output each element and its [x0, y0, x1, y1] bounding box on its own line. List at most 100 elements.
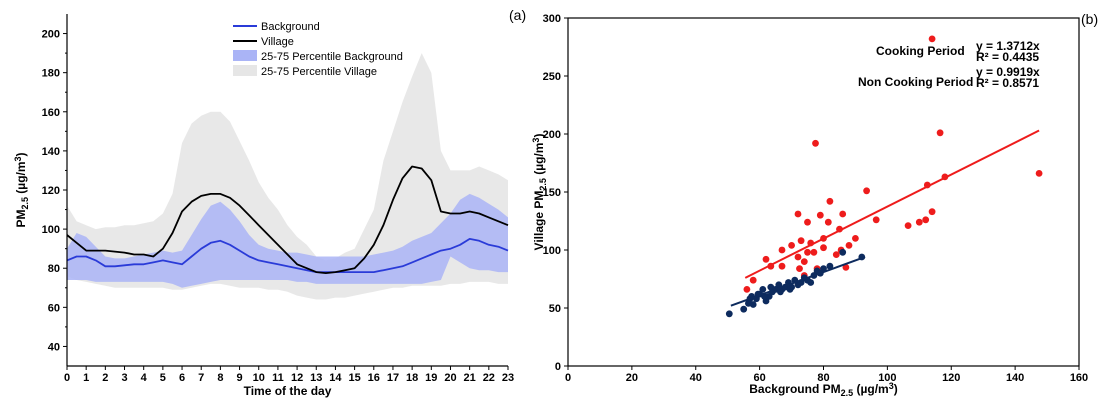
- scatter-point-noncooking: [749, 301, 757, 308]
- scatter-point-cooking: [778, 246, 786, 254]
- x-tick-label-a: 23: [502, 372, 514, 384]
- band-village: [67, 53, 508, 300]
- y-tick-label-a: 80: [48, 263, 60, 275]
- panel-label-b: (b): [1081, 11, 1098, 27]
- x-axis-title-b: Background PM2.5 (µg/m3): [749, 381, 897, 398]
- scatter-point-noncooking: [725, 310, 733, 318]
- scatter-point-noncooking: [759, 286, 767, 293]
- band-background: [67, 193, 508, 288]
- scatter-point-cooking: [797, 237, 805, 245]
- x-tick-label-a: 18: [406, 372, 418, 384]
- x-tick-label-a: 9: [237, 372, 243, 384]
- y-tick-label-a: 140: [42, 146, 60, 158]
- y-tick-label-b: 150: [543, 187, 561, 199]
- x-tick-label-a: 14: [329, 372, 342, 384]
- scatter-point-cooking: [845, 242, 853, 249]
- legend-label-a: 25-75 Percentile Background: [261, 51, 403, 63]
- scatter-point-cooking: [749, 276, 757, 284]
- scatter-point-cooking: [1035, 170, 1043, 177]
- x-tick-label-b: 60: [754, 372, 766, 384]
- scatter-point-noncooking: [839, 248, 847, 256]
- y-axis-title-a: PM2.5 (µg/m3): [13, 152, 30, 227]
- scatter-point-cooking: [810, 248, 818, 256]
- y-tick-label-a: 60: [48, 302, 60, 314]
- scatter-point-cooking: [928, 35, 936, 43]
- scatter-point-cooking: [936, 129, 944, 137]
- scatter-point-cooking: [852, 235, 859, 242]
- x-tick-label-a: 13: [310, 372, 322, 384]
- series-line-village: [66, 165, 509, 274]
- x-tick-label-a: 5: [160, 372, 166, 384]
- x-tick-label-a: 10: [253, 372, 265, 384]
- legend-label-a: Background: [261, 21, 320, 33]
- scatter-point-cooking: [794, 253, 802, 261]
- annotation-noncooking-equation: y = 0.9919x: [976, 65, 1040, 79]
- x-tick-label-a: 8: [217, 372, 223, 384]
- y-axis-title-b-part-2: (µg/m: [532, 143, 546, 179]
- scatter-point-cooking: [794, 210, 802, 218]
- x-tick-label-a: 20: [444, 372, 456, 384]
- x-tick-label-a: 3: [121, 372, 127, 384]
- x-tick-label-a: 21: [464, 372, 476, 384]
- y-axis-title-a-part-0: PM: [14, 210, 28, 228]
- x-tick-label-a: 16: [368, 372, 380, 384]
- scatter-point-cooking: [904, 222, 912, 230]
- y-tick-label-b: 250: [543, 71, 561, 83]
- y-axis-title-a-part-4: ): [14, 152, 28, 156]
- scatter-point-cooking: [872, 216, 880, 224]
- x-axis-title-b-part-0: Background PM: [749, 382, 840, 396]
- x-tick-label-a: 12: [291, 372, 303, 384]
- scatter-point-cooking: [812, 139, 819, 147]
- y-tick-label-b: 0: [555, 361, 561, 373]
- annotation-cooking-equation: y = 1.3712x: [976, 39, 1040, 53]
- y-axis-title-b-part-0: Village PM: [532, 191, 546, 251]
- scatter-point-cooking: [915, 218, 923, 226]
- x-tick-label-a: 4: [141, 372, 148, 384]
- scatter-point-cooking: [928, 208, 936, 216]
- x-tick-label-a: 2: [102, 372, 108, 384]
- y-axis-title-b-part-1: 2.5: [538, 178, 548, 191]
- scatter-point-noncooking: [826, 262, 834, 270]
- scatter-point-cooking: [778, 262, 786, 270]
- y-tick-label-a: 100: [42, 224, 60, 236]
- x-tick-label-a: 11: [272, 372, 284, 384]
- trend-line-noncooking: [730, 256, 866, 307]
- x-tick-label-a: 1: [83, 372, 89, 384]
- scatter-point-cooking: [800, 258, 808, 265]
- x-tick-label-b: 80: [817, 372, 829, 384]
- annotation-noncooking-r2: R² = 0.8571: [976, 76, 1039, 90]
- y-axis-title-a-part-3: 3: [13, 156, 23, 161]
- x-tick-label-a: 15: [348, 372, 360, 384]
- scatter-point-cooking: [839, 210, 847, 218]
- x-tick-label-a: 0: [64, 372, 70, 384]
- scatter-point-cooking: [824, 218, 832, 226]
- legend-label-a: Village: [261, 36, 294, 48]
- x-axis-title-b-part-1: 2.5: [841, 388, 854, 398]
- scatter-point-cooking: [820, 244, 827, 252]
- x-tick-label-b: 0: [565, 372, 571, 384]
- scatter-point-cooking: [922, 216, 930, 224]
- y-axis-title-a-part-2: (µg/m: [14, 161, 28, 197]
- scatter-point-cooking: [796, 265, 803, 272]
- x-tick-label-b: 120: [942, 372, 960, 384]
- x-tick-label-a: 19: [425, 372, 437, 384]
- scatter-point-noncooking: [807, 279, 815, 286]
- scatter-point-cooking: [762, 255, 770, 263]
- trend-line-cooking: [744, 129, 1040, 279]
- y-tick-label-a: 120: [42, 185, 60, 197]
- x-tick-label-b: 20: [626, 372, 638, 384]
- x-tick-label-a: 22: [483, 372, 495, 384]
- scatter-point-noncooking: [777, 288, 784, 296]
- scatter-point-cooking: [826, 197, 834, 205]
- annotation-noncooking-label: Non Cooking Period: [858, 75, 973, 89]
- x-tick-label-b: 40: [690, 372, 702, 384]
- annotation-cooking-label: Cooking Period: [876, 44, 965, 58]
- y-axis-title-a-part-1: 2.5: [20, 197, 30, 210]
- scatter-point-cooking: [743, 286, 751, 293]
- y-tick-label-a: 160: [42, 107, 60, 119]
- x-tick-label-a: 6: [179, 372, 185, 384]
- y-tick-label-b: 300: [543, 13, 561, 25]
- scatter-point-cooking: [842, 264, 850, 271]
- scatter-point-cooking: [816, 211, 824, 219]
